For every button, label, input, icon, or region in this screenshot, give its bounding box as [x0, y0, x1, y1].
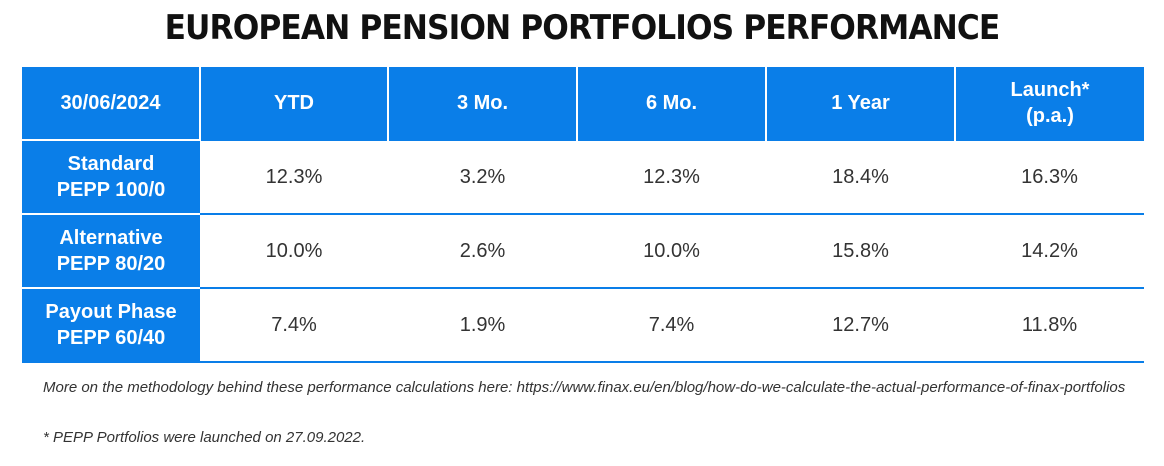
corner-header-date: 30/06/2024	[22, 67, 200, 140]
table-row: Payout Phase PEPP 60/40 7.4% 1.9% 7.4% 12…	[22, 287, 1144, 363]
table-cell: 10.0%	[577, 213, 766, 288]
column-header: 1 Year	[765, 67, 955, 140]
table-row: Alternative PEPP 80/20 10.0% 2.6% 10.0% 1…	[22, 213, 1144, 288]
table-cell: 2.6%	[388, 213, 577, 288]
methodology-note: More on the methodology behind these per…	[43, 379, 1126, 396]
performance-table: 30/06/2024 YTD 3 Mo. 6 Mo. 1 Year Launch…	[22, 67, 1144, 363]
table-cell: 15.8%	[766, 213, 955, 288]
column-header-label: 6 Mo.	[645, 92, 698, 114]
column-header-label: 3 Mo.	[456, 92, 509, 114]
table-header-row: 30/06/2024 YTD 3 Mo. 6 Mo. 1 Year Launch…	[22, 67, 1144, 140]
table-cell: 12.3%	[577, 139, 766, 214]
table-cell: 1.9%	[388, 287, 577, 363]
table-cell: 14.2%	[955, 213, 1144, 288]
table-cell: 12.3%	[200, 139, 388, 214]
row-header-portfolio: PEPP 80/20	[56, 253, 166, 275]
column-header: YTD	[199, 67, 388, 140]
table-cell: 10.0%	[200, 213, 388, 288]
row-header-name: Alternative	[59, 227, 163, 249]
row-header-name: Payout Phase	[45, 301, 177, 323]
column-header: 6 Mo.	[576, 67, 766, 140]
table-cell: 7.4%	[200, 287, 388, 363]
column-header-sublabel: (p.a.)	[1026, 105, 1074, 127]
column-header: 3 Mo.	[387, 67, 577, 140]
table-cell: 16.3%	[955, 139, 1144, 214]
column-header-label: Launch*	[1010, 79, 1090, 101]
table-cell: 11.8%	[955, 287, 1144, 363]
table-cell: 12.7%	[766, 287, 955, 363]
table-cell: 18.4%	[766, 139, 955, 214]
row-header-name: Standard	[67, 153, 155, 175]
row-header: Alternative PEPP 80/20	[22, 213, 200, 288]
column-header-label: YTD	[274, 92, 314, 114]
row-header: Payout Phase PEPP 60/40	[22, 287, 200, 363]
table-cell: 3.2%	[388, 139, 577, 214]
column-header: Launch* (p.a.)	[954, 67, 1144, 140]
chart-title: EUROPEAN PENSION PORTFOLIOS PERFORMANCE	[164, 8, 1001, 48]
table-cell: 7.4%	[577, 287, 766, 363]
launch-footnote: * PEPP Portfolios were launched on 27.09…	[43, 429, 366, 446]
row-header-portfolio: PEPP 60/40	[56, 327, 166, 349]
column-header-label: 1 Year	[831, 92, 890, 114]
row-header: Standard PEPP 100/0	[22, 139, 200, 214]
table-row: Standard PEPP 100/0 12.3% 3.2% 12.3% 18.4…	[22, 139, 1144, 214]
row-header-portfolio: PEPP 100/0	[56, 179, 166, 201]
